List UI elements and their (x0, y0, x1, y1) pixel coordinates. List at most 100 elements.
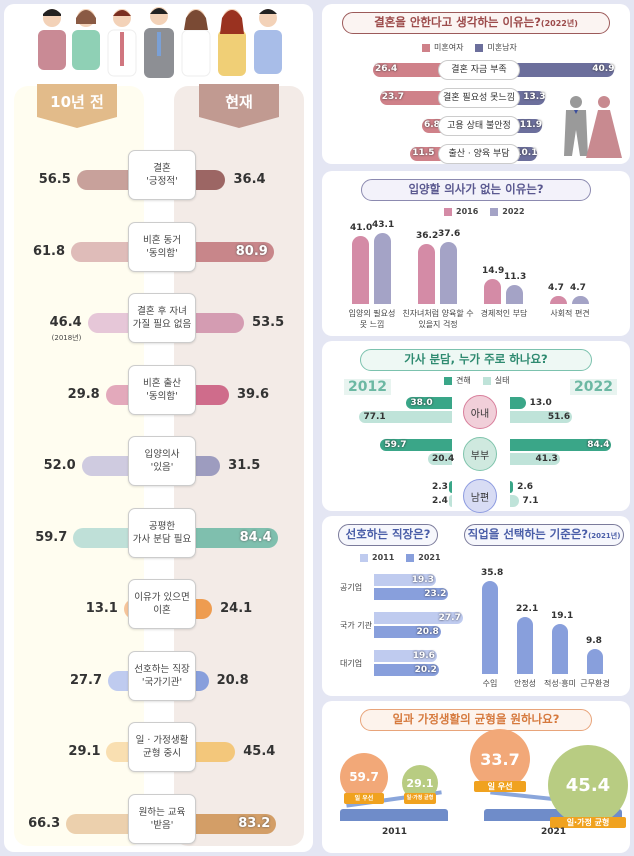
value-2016: 14.9 (482, 266, 505, 277)
category-label: 사회적 편견 (550, 309, 590, 318)
reason-label: 고용 상태 불안정 (438, 116, 520, 136)
marriage-reasons-panel: 결혼을 안한다고 생각하는 이유는?(2022년) 미혼여자 미혼남자 26.4… (322, 4, 630, 164)
bar-2021 (374, 626, 441, 638)
people-illustration-icon (38, 7, 282, 78)
male-value: 40.9 (592, 64, 615, 74)
row-label: 공평한 가사 분담 필요 (128, 507, 196, 558)
balance-value: 45.4 (565, 774, 611, 796)
workplace-title: 선호하는 직장은? (338, 524, 438, 546)
group-label: 남편 (470, 492, 490, 504)
value-2016: 4.7 (548, 283, 564, 294)
row-label: 이유가 있으면 이혼 (128, 579, 196, 629)
bar-2016 (484, 279, 501, 304)
past-value: 13.1 (85, 601, 118, 616)
value-2021: 20.8 (416, 627, 439, 637)
row-label: 비혼 출산 '동의함' (128, 364, 196, 415)
comparison-row: 13.1 24.1 이유가 있으면 이혼 (4, 579, 313, 635)
past-value: 66.3 (28, 815, 61, 831)
row-label: 결혼 '긍정적' (128, 150, 196, 200)
female-value: 6.8 (424, 120, 440, 130)
actual-2022-value: 41.3 (535, 454, 558, 464)
criteria-label: 근무환경 (580, 679, 610, 688)
balance-value: 29.1 (406, 776, 434, 790)
past-value: 52.0 (43, 458, 76, 473)
row-label: 결혼 후 자녀 가질 필요 없음 (128, 293, 196, 343)
legend-male: 미혼남자 (475, 42, 517, 53)
criteria-bar (587, 648, 603, 674)
legend-female: 미혼여자 (422, 42, 463, 53)
work-life-panel: 일과 가정생활의 균형을 원하나요? 59.7 일 우선 29.1 일·가정 균형 20… (322, 701, 630, 853)
workplace-label: 대기업 (340, 659, 363, 668)
value-2011: 19.6 (412, 651, 435, 661)
work-first-value: 59.7 (349, 770, 379, 784)
work-first-value: 33.7 (480, 749, 520, 769)
past-value: 61.8 (32, 243, 66, 259)
bar-2022 (374, 232, 391, 304)
group-label: 부부 (470, 450, 490, 462)
work-first-circle: 33.7 (470, 729, 530, 789)
bar-2022 (506, 285, 523, 304)
bar-2016 (352, 236, 369, 304)
past-value: 27.7 (69, 672, 103, 688)
view-2012-bar (380, 439, 452, 451)
marriage-legend: 미혼여자 미혼남자 (422, 42, 517, 53)
bar-2016 (418, 244, 435, 304)
category-label: 입양의 필요성 못 느낌 (348, 309, 396, 329)
workplace-label: 공기업 (340, 583, 363, 592)
view-2012-bar (406, 397, 452, 409)
legend-2016: 2016 (444, 207, 478, 216)
now-value: 83.2 (238, 815, 271, 831)
work-life-title: 일과 가정생활의 균형을 원하나요? (360, 709, 592, 731)
past-note: (2018년) (51, 334, 82, 342)
actual-2012-bar (359, 411, 452, 423)
past-label: 10년 전 (37, 84, 117, 128)
criteria-bar (552, 624, 568, 674)
past-value: 56.5 (38, 172, 71, 187)
now-value: 53.5 (252, 315, 285, 330)
female-bar (379, 91, 449, 105)
housework-panel: 가사 분담, 누가 주로 하나요? 2012 2022 견해 실태 38.0 77… (322, 341, 630, 513)
title-text: 결혼을 안한다고 생각하는 이유는? (374, 15, 541, 29)
female-value: 23.7 (381, 92, 404, 102)
couple-icon (564, 96, 622, 158)
row-label: 비혼 동거 '동의함' (128, 221, 196, 272)
workplace-label: 국가 기관 (340, 621, 372, 630)
actual-2012-bar (427, 453, 452, 465)
legend-2021: 2021 (406, 553, 441, 562)
view-2022-value: 84.4 (587, 440, 610, 450)
view-2022-value: 13.0 (529, 398, 552, 408)
scale-base (340, 809, 448, 821)
category-label: 경제적인 부담 (480, 309, 528, 318)
group-label: 아내 (470, 408, 490, 420)
past-value: 59.7 (35, 529, 68, 545)
value-2021: 20.2 (414, 665, 437, 675)
past-value: 29.1 (68, 744, 101, 759)
now-value: 80.9 (235, 243, 268, 259)
comparison-row: 29.1 45.4 일 · 가정생활 균형 중시 (4, 722, 313, 778)
workplace-panel: 선호하는 직장은? 직업을 선택하는 기준은?(2021년) 2011 2021… (322, 516, 630, 696)
adoption-panel: 입양할 의사가 없는 이유는? 2016 2022 41.0 43.1 입양의 필요… (322, 171, 630, 336)
actual-2012-value: 77.1 (363, 412, 386, 422)
row-label: 원하는 교육 '받음' (128, 793, 196, 844)
work-first-label: 일 우선 (474, 781, 526, 792)
bar-2016 (550, 296, 567, 304)
housework-legend: 견해 실태 (444, 375, 509, 386)
bar-2011 (374, 574, 436, 586)
now-value: 39.6 (236, 386, 270, 402)
bar-2022 (440, 241, 457, 304)
title-suffix: (2022년) (540, 19, 578, 28)
criteria-value: 35.8 (481, 567, 504, 578)
legend-view: 견해 (444, 375, 471, 386)
value-2011: 19.3 (411, 575, 434, 585)
value-2022: 4.7 (570, 283, 586, 294)
value-2021: 23.2 (424, 589, 447, 599)
title-text: 직업을 선택하는 기준은? (467, 527, 589, 541)
legend-2011: 2011 (360, 553, 394, 562)
year-2022: 2022 (570, 379, 617, 395)
reason-label: 결혼 필요성 못느낌 (438, 88, 520, 108)
actual-2022-value: 51.6 (547, 412, 571, 422)
comparison-row: 46.4 53.5 (2018년) 결혼 후 자녀 가질 필요 없음 (4, 293, 313, 349)
legend-2022: 2022 (490, 207, 525, 216)
bar-2011 (374, 612, 463, 624)
now-label: 현재 (199, 84, 279, 128)
